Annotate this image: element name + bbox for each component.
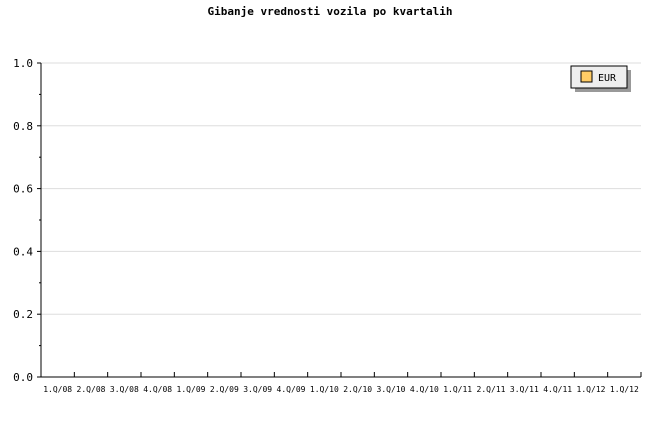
legend-label-eur: EUR (598, 73, 617, 84)
x-tick-label: 1.Q/08 (43, 385, 72, 394)
x-tick-label: 3.Q/10 (377, 385, 406, 394)
x-tick-label: 2.Q/11 (477, 385, 506, 394)
y-tick-label: 0.4 (13, 245, 33, 258)
x-tick-label: 4.Q/10 (410, 385, 439, 394)
x-tick-label: 1.Q/10 (310, 385, 339, 394)
legend-swatch-eur (580, 70, 593, 83)
x-tick-label: 1.Q/11 (443, 385, 472, 394)
x-tick-label: 1.Q/12 (577, 385, 606, 394)
legend: EUR (570, 65, 631, 92)
x-tick-label: 2.Q/08 (77, 385, 106, 394)
y-tick-label: 0.6 (13, 183, 33, 196)
x-tick-label: 4.Q/11 (543, 385, 572, 394)
x-tick-label: 4.Q/08 (143, 385, 172, 394)
y-tick-label: 0.0 (13, 371, 33, 384)
x-tick-label: 3.Q/09 (243, 385, 272, 394)
x-tick-label: 2.Q/10 (343, 385, 372, 394)
x-tick-label: 1.Q/12 (610, 385, 639, 394)
y-tick-label: 0.2 (13, 308, 33, 321)
y-tick-label: 0.8 (13, 120, 33, 133)
y-tick-label: 1.0 (13, 57, 33, 70)
x-tick-label: 1.Q/09 (177, 385, 206, 394)
x-tick-label: 4.Q/09 (277, 385, 306, 394)
x-tick-label: 3.Q/08 (110, 385, 139, 394)
x-tick-label: 2.Q/09 (210, 385, 239, 394)
chart-title: Gibanje vrednosti vozila po kvartalih (207, 5, 452, 18)
x-tick-label: 3.Q/11 (510, 385, 539, 394)
